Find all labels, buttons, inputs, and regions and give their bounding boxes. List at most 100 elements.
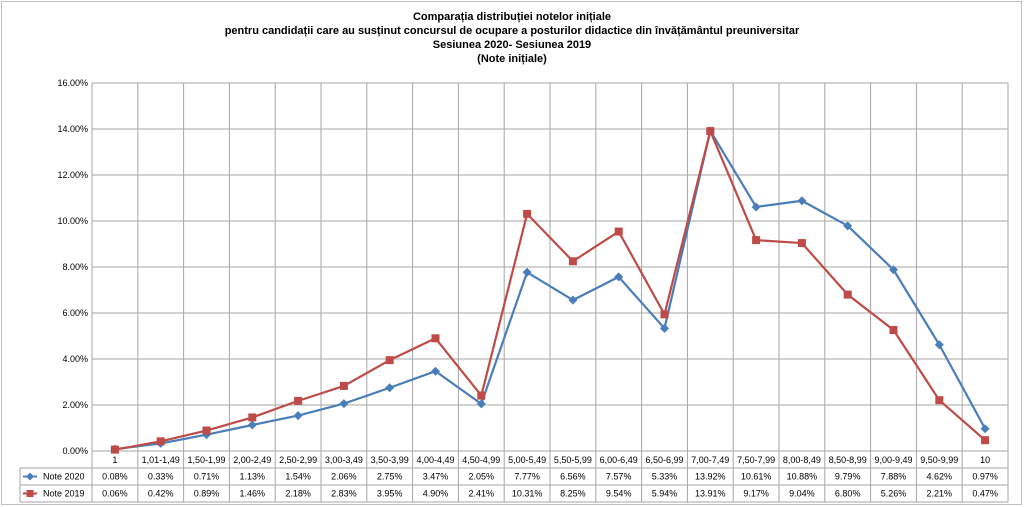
x-tick-label: 2,50-2,99 — [279, 455, 317, 465]
table-value: 6.80% — [835, 489, 861, 499]
data-point-note-2020 — [660, 323, 669, 333]
data-point-note-2020 — [568, 295, 578, 305]
table-value: 7.88% — [881, 472, 907, 482]
table-value: 4.90% — [423, 489, 449, 499]
table-value: 2.83% — [331, 489, 357, 499]
data-point-note-2019 — [523, 209, 532, 218]
data-point-note-2019 — [110, 445, 119, 454]
x-tick-label: 7,00-7,49 — [691, 455, 729, 465]
x-tick-label: 3,00-3,49 — [325, 455, 363, 465]
x-tick-label: 4,00-4,49 — [416, 455, 454, 465]
x-tick-label: 10 — [980, 455, 990, 465]
table-value: 1.54% — [285, 472, 311, 482]
data-point-note-2020 — [843, 221, 853, 231]
table-value: 0.06% — [102, 489, 128, 499]
x-tick-label: 6,00-6,49 — [600, 455, 638, 465]
data-point-note-2020 — [385, 383, 395, 393]
table-value: 0.33% — [148, 472, 174, 482]
table-value: 0.89% — [194, 489, 220, 499]
legend-marker-diamond — [26, 472, 34, 481]
data-point-note-2020 — [522, 267, 532, 277]
data-point-note-2020 — [797, 196, 807, 206]
y-tick-label: 12.00% — [57, 170, 88, 180]
data-point-note-2019 — [248, 413, 257, 422]
table-value: 2.06% — [331, 472, 357, 482]
data-point-note-2019 — [889, 326, 898, 335]
data-point-note-2020 — [339, 399, 349, 409]
data-point-note-2019 — [385, 356, 394, 365]
table-value: 2.05% — [469, 472, 495, 482]
x-tick-label: 5,50-5,99 — [554, 455, 592, 465]
table-value: 6.56% — [560, 472, 586, 482]
data-point-note-2019 — [614, 227, 623, 236]
data-point-note-2019 — [156, 437, 165, 446]
x-tick-label: 8,50-8,99 — [829, 455, 867, 465]
data-point-note-2019 — [294, 396, 303, 405]
series-line-note-2020 — [114, 129, 987, 451]
series-line-note-2019 — [114, 129, 986, 451]
data-point-note-2019 — [935, 396, 944, 405]
table-value: 0.47% — [972, 489, 998, 499]
y-tick-label: 0.00% — [62, 446, 88, 456]
legend-label: Note 2020 — [43, 472, 85, 482]
table-value: 3.95% — [377, 489, 403, 499]
data-point-note-2020 — [476, 399, 486, 409]
data-point-note-2019 — [431, 334, 440, 343]
x-tick-label: 1,50-1,99 — [187, 455, 225, 465]
y-tick-label: 10.00% — [57, 216, 88, 226]
table-value: 3.47% — [423, 472, 449, 482]
table-value: 2.18% — [285, 489, 311, 499]
data-point-note-2019 — [660, 310, 669, 319]
legend-marker-square — [26, 490, 34, 497]
data-point-note-2019 — [843, 290, 852, 299]
x-tick-label: 7,50-7,99 — [737, 455, 775, 465]
y-tick-label: 2.00% — [62, 400, 88, 410]
table-value: 5.26% — [881, 489, 907, 499]
y-tick-label: 6.00% — [62, 308, 88, 318]
table-value: 10.61% — [741, 472, 772, 482]
data-point-note-2019 — [797, 239, 806, 248]
data-point-note-2020 — [889, 265, 898, 275]
table-value: 2.75% — [377, 472, 403, 482]
data-point-note-2020 — [614, 272, 624, 282]
table-value: 10.88% — [787, 472, 818, 482]
table-value: 0.97% — [972, 472, 998, 482]
table-value: 9.04% — [789, 489, 815, 499]
y-tick-label: 4.00% — [62, 354, 88, 364]
chart-title-line-4: (Note inițiale) — [477, 53, 547, 65]
table-value: 2.41% — [469, 489, 495, 499]
x-tick-label: 1 — [112, 455, 117, 465]
table-value: 13.92% — [695, 472, 726, 482]
x-tick-label: 9,50-9,99 — [920, 455, 958, 465]
data-point-note-2019 — [477, 391, 486, 400]
x-tick-label: 5,00-5,49 — [508, 455, 546, 465]
table-value: 1.13% — [240, 472, 266, 482]
table-value: 8.25% — [560, 489, 586, 499]
x-tick-label: 4,50-4,99 — [462, 455, 500, 465]
table-value: 9.79% — [835, 472, 861, 482]
table-value: 0.08% — [102, 472, 128, 482]
table-value: 13.91% — [695, 489, 726, 499]
table-value: 1.46% — [240, 489, 266, 499]
data-point-note-2019 — [752, 236, 761, 245]
table-value: 0.71% — [194, 472, 220, 482]
x-tick-label: 2,00-2,49 — [233, 455, 271, 465]
table-value: 2.21% — [927, 489, 953, 499]
table-value: 0.42% — [148, 489, 174, 499]
table-value: 9.17% — [743, 489, 769, 499]
table-value: 4.62% — [927, 472, 953, 482]
y-tick-label: 8.00% — [62, 262, 88, 272]
chart-title-line-3: Sesiunea 2020- Sesiunea 2019 — [432, 39, 592, 51]
data-point-note-2019 — [706, 127, 715, 136]
x-tick-label: 8,00-8,49 — [783, 455, 821, 465]
data-point-note-2020 — [934, 340, 944, 350]
table-value: 9.54% — [606, 489, 632, 499]
data-point-note-2019 — [339, 381, 348, 390]
x-tick-label: 3,50-3,99 — [371, 455, 409, 465]
y-tick-label: 14.00% — [57, 124, 88, 134]
data-point-note-2019 — [202, 426, 211, 435]
data-point-note-2020 — [247, 420, 257, 430]
chart-title-line-2: pentru candidații care au susținut concu… — [224, 25, 800, 37]
